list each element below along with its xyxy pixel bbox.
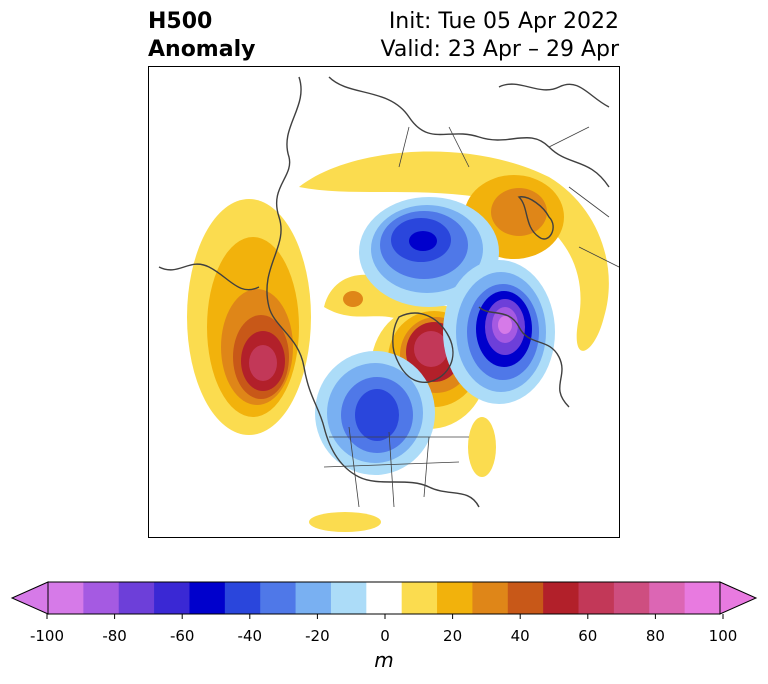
colorbar-bin	[437, 582, 473, 614]
init-date-label: Init: Tue 05 Apr 2022	[388, 9, 619, 34]
colorbar-bin	[507, 582, 544, 614]
chart-subtitle: Init: Tue 05 Apr 2022 Valid: 23 Apr – 29…	[381, 8, 620, 64]
colorbar-bin	[295, 582, 332, 614]
trough-europe	[443, 260, 555, 404]
colorbar-extend-low	[12, 582, 48, 614]
colorbar-tick-label: -20	[305, 627, 330, 645]
colorbar-tick-label: 20	[443, 627, 463, 645]
colorbar-bin	[118, 582, 155, 614]
colorbar-bin	[472, 582, 509, 614]
colorbar-bin	[224, 582, 261, 614]
anomaly-map	[148, 66, 620, 538]
colorbar-tick-label: 40	[510, 627, 530, 645]
colorbar-tick-label: 60	[578, 627, 598, 645]
colorbar-tick-label: -80	[102, 627, 127, 645]
colorbar-tick-label: 80	[645, 627, 665, 645]
colorbar-bin	[578, 582, 615, 614]
colorbar-bin	[83, 582, 120, 614]
ridge-subtropical	[309, 512, 381, 532]
colorbar-tick-label: -60	[169, 627, 195, 645]
title-field-type: Anomaly	[148, 37, 256, 62]
title-variable: H500	[148, 9, 213, 34]
colorbar-tick-label: -40	[237, 627, 263, 645]
colorbar-units: m	[374, 648, 394, 672]
trough-north-america	[315, 351, 435, 475]
colorbar-tick-label: 100	[708, 627, 738, 645]
borders	[323, 126, 619, 508]
colorbar-bin	[613, 582, 650, 614]
colorbar-extend-high	[720, 582, 756, 614]
chart-title: H500 Anomaly	[148, 8, 255, 64]
colorbar-bin	[154, 582, 190, 614]
colorbar-tick-label: 0	[380, 627, 390, 645]
colorbar-bin	[260, 582, 297, 614]
colorbar-bin	[330, 582, 367, 614]
colorbar-bin	[543, 582, 580, 614]
colorbar	[10, 581, 758, 619]
colorbar-bin	[189, 582, 226, 614]
colorbar-bin	[649, 582, 686, 614]
colorbar-bin	[48, 582, 84, 614]
coastlines	[158, 76, 610, 508]
valid-range-label: Valid: 23 Apr – 29 Apr	[380, 37, 620, 62]
colorbar-tick-label: -100	[29, 627, 65, 645]
colorbar-bin	[401, 582, 438, 614]
ridge-north-pacific	[187, 199, 311, 435]
colorbar-bin	[684, 582, 721, 614]
colorbar-bin	[366, 582, 403, 614]
anomaly-map-svg	[158, 76, 619, 532]
